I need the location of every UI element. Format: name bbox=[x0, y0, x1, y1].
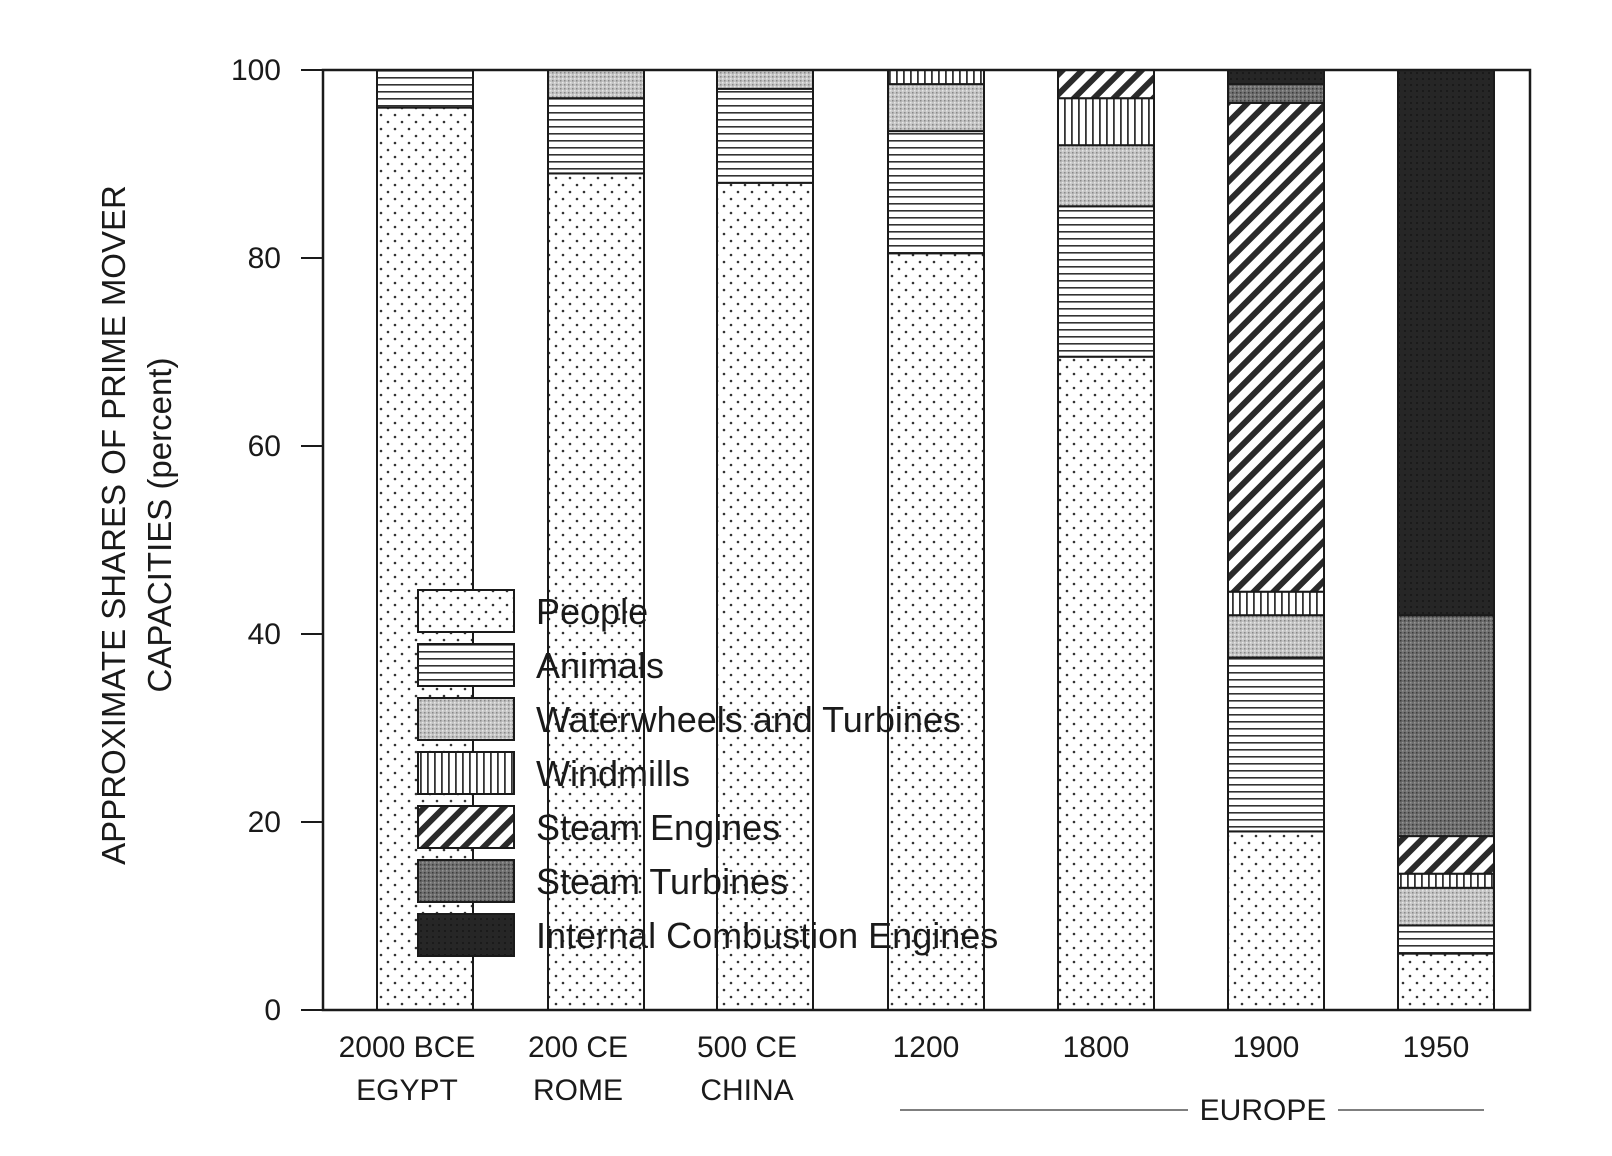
legend-swatch bbox=[417, 859, 515, 903]
bar-segment bbox=[1397, 69, 1495, 617]
bar-segment bbox=[1397, 835, 1495, 875]
bar-segment bbox=[1397, 924, 1495, 955]
legend-swatch bbox=[417, 751, 515, 795]
legend-label: Steam Engines bbox=[536, 807, 780, 848]
bar-segment bbox=[376, 69, 474, 109]
bar-segment bbox=[1227, 101, 1325, 593]
legend-label: Animals bbox=[536, 645, 664, 686]
bar-segment bbox=[1397, 872, 1495, 889]
legend-swatch bbox=[417, 805, 515, 849]
legend-item: Waterwheels and Turbines bbox=[417, 697, 961, 741]
bar-segment bbox=[1397, 886, 1495, 927]
bar-segment bbox=[716, 87, 814, 184]
bar-segment bbox=[1057, 144, 1155, 208]
bar-segment bbox=[1227, 83, 1325, 104]
bar-segment bbox=[1057, 355, 1155, 1011]
y-axis-title: APPROXIMATE SHARES OF PRIME MOVER CAPACI… bbox=[95, 185, 178, 865]
x-category-label: 2000 BCE bbox=[339, 1031, 476, 1064]
bar-stack bbox=[1397, 69, 1495, 1011]
legend-item: Windmills bbox=[417, 751, 690, 795]
y-axis: 0 20 40 60 80 100 bbox=[231, 54, 323, 1027]
legend-label: People bbox=[536, 591, 648, 632]
bar-stack bbox=[1227, 69, 1325, 1012]
y-tick-label: 80 bbox=[248, 242, 281, 275]
bar-segment bbox=[887, 252, 985, 1012]
bar-segment bbox=[1227, 590, 1325, 617]
legend-label: Windmills bbox=[536, 753, 690, 794]
bar-stack bbox=[1057, 69, 1155, 1011]
europe-group-bracket: EUROPE bbox=[900, 1094, 1484, 1127]
group-label-europe: EUROPE bbox=[1200, 1094, 1327, 1127]
x-axis-labels: 2000 BCE EGYPT 200 CE ROME 500 CE CHINA 1200 18… bbox=[339, 1031, 1470, 1107]
legend-item: Steam Engines bbox=[417, 805, 780, 849]
y-tick-label: 100 bbox=[231, 54, 281, 87]
plot-frame bbox=[321, 68, 1532, 1012]
y-tick-label: 40 bbox=[248, 618, 281, 651]
bar-segment bbox=[887, 83, 985, 133]
x-category-sublabel: EGYPT bbox=[356, 1074, 458, 1107]
bar-segment bbox=[716, 181, 814, 1012]
y-tick-label: 60 bbox=[248, 430, 281, 463]
x-category-label: 200 CE bbox=[528, 1031, 628, 1064]
bar-stack bbox=[887, 69, 985, 1012]
legend-label: Steam Turbines bbox=[536, 861, 788, 902]
bar-segment bbox=[1227, 830, 1325, 1012]
legend: People Animals Waterwheels and Turbines Win… bbox=[417, 589, 998, 957]
y-tick-label: 20 bbox=[248, 806, 281, 839]
x-category-label: 1200 bbox=[893, 1031, 960, 1064]
legend-item: Animals bbox=[417, 643, 664, 687]
x-category-label: 1950 bbox=[1403, 1031, 1470, 1064]
bar-segment bbox=[716, 69, 814, 90]
legend-swatch bbox=[417, 697, 515, 741]
legend-label: Waterwheels and Turbines bbox=[536, 699, 961, 740]
bar-segment bbox=[1057, 97, 1155, 147]
y-tick-label: 0 bbox=[264, 994, 281, 1027]
bar-segment bbox=[1057, 69, 1155, 100]
x-category-label: 1800 bbox=[1063, 1031, 1130, 1064]
legend-item: People bbox=[417, 589, 648, 633]
legend-label: Internal Combustion Engines bbox=[536, 915, 998, 956]
bar-segment bbox=[547, 69, 645, 100]
legend-item: Steam Turbines bbox=[417, 859, 788, 903]
y-axis-title-line2: CAPACITIES (percent) bbox=[141, 358, 178, 693]
bar-stack bbox=[547, 69, 645, 1011]
y-axis-title-line1: APPROXIMATE SHARES OF PRIME MOVER bbox=[95, 185, 132, 865]
bar-segment bbox=[1057, 205, 1155, 358]
x-category-sublabel: CHINA bbox=[700, 1074, 793, 1107]
legend-swatch bbox=[417, 913, 515, 957]
bar-segment bbox=[1227, 656, 1325, 833]
bar-segment bbox=[1397, 614, 1495, 838]
bars bbox=[376, 69, 1495, 1012]
bar-segment bbox=[547, 97, 645, 175]
bar-stack bbox=[716, 69, 814, 1012]
legend-item: Internal Combustion Engines bbox=[417, 913, 998, 957]
x-category-sublabel: ROME bbox=[533, 1074, 623, 1107]
bar-segment bbox=[1227, 614, 1325, 659]
bar-segment bbox=[547, 172, 645, 1011]
x-category-label: 500 CE bbox=[697, 1031, 797, 1064]
bar-segment bbox=[1227, 69, 1325, 86]
bar-segment bbox=[887, 130, 985, 255]
x-category-label: 1900 bbox=[1233, 1031, 1300, 1064]
legend-swatch bbox=[417, 643, 515, 687]
bar-segment bbox=[1397, 952, 1495, 1011]
legend-swatch bbox=[417, 589, 515, 633]
bar-segment bbox=[887, 69, 985, 86]
